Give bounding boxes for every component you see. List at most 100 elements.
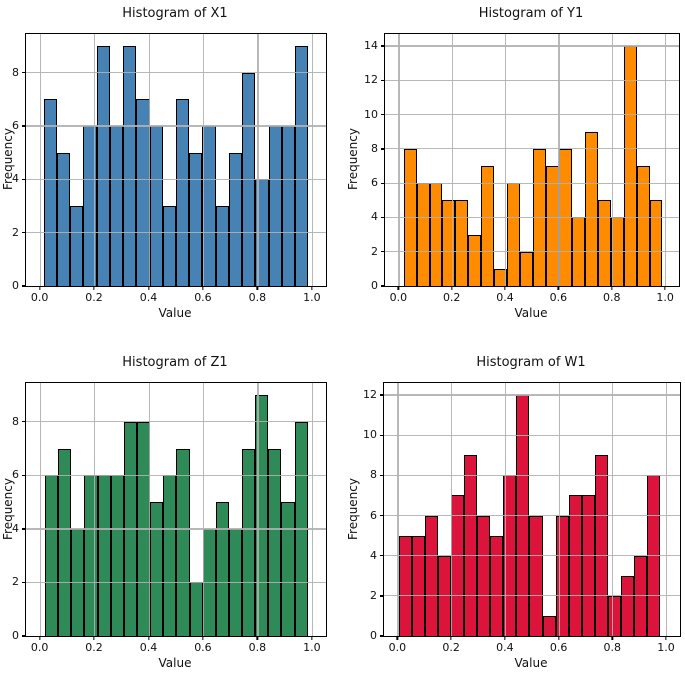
chart-title: Histogram of Y1 (478, 6, 584, 21)
plot-area-x1: 0.0 0.2 0.4 0.6 0.8 1.0 0 2 4 6 8 (12, 33, 327, 304)
x-tick-label: 0.8 (603, 641, 622, 654)
subplot-histogram-z1: Histogram of Z1 Frequency 0.0 0.2 0.4 0.6 0.… (0, 339, 342, 677)
chart-title: Histogram of W1 (476, 355, 586, 370)
x-tick-label: 0.6 (549, 641, 568, 654)
histogram-bar (109, 126, 124, 286)
x-tick-mark (202, 286, 204, 290)
y-tick-mark (22, 421, 26, 423)
histogram-bar (176, 448, 190, 636)
x-tick-label: 0.0 (389, 291, 408, 304)
grid-line-horizontal (384, 595, 680, 597)
grid-line-vertical (39, 34, 41, 286)
grid-line-vertical (558, 383, 560, 636)
y-tick-mark (380, 555, 384, 557)
x-tick-label: 0.8 (248, 291, 267, 304)
grid-line-vertical (612, 383, 614, 636)
histogram-bar (268, 448, 282, 636)
y-tick-label: 0 (12, 629, 19, 642)
histogram-bar (97, 475, 111, 636)
histogram-bar (542, 615, 556, 636)
grid-line-vertical (39, 383, 41, 636)
y-tick-mark (381, 285, 385, 287)
grid-line-vertical (148, 383, 150, 636)
x-tick-label: 0.4 (139, 641, 158, 654)
grid-line-horizontal (26, 421, 326, 423)
grid-line-vertical (257, 34, 259, 286)
y-tick-mark (380, 635, 384, 637)
y-tick-label: 8 (370, 468, 377, 482)
histogram-bar (468, 234, 482, 286)
y-tick-mark (381, 79, 385, 81)
y-tick-label: 0 (12, 279, 19, 292)
y-tick-label: 12 (363, 388, 377, 402)
y-tick-label: 12 (364, 73, 378, 87)
y-tick-label: 2 (12, 575, 19, 589)
histogram-bar (623, 46, 637, 286)
y-tick-mark (381, 45, 385, 47)
y-tick-label: 2 (12, 225, 19, 239)
x-tick-mark (256, 636, 259, 640)
x-tick-mark (611, 286, 613, 290)
y-tick-label: 6 (12, 119, 19, 133)
grid-line-vertical (451, 34, 453, 286)
histogram-bar (398, 535, 412, 636)
histogram-bar (490, 535, 504, 636)
histogram-bar (202, 126, 216, 286)
histogram-bar (494, 268, 508, 286)
grid-line-horizontal (26, 232, 326, 234)
grid-line-vertical (311, 383, 314, 636)
histogram-bar (507, 183, 521, 286)
y-tick-label: 4 (12, 521, 19, 535)
subplot-histogram-x1: Histogram of X1 Frequency 0.0 0.2 0.4 0.6 0.… (0, 0, 342, 338)
histogram-bar (546, 166, 559, 286)
histogram-bar (56, 152, 71, 286)
grid-line-vertical (257, 383, 259, 636)
grid-line-horizontal (26, 125, 326, 127)
x-tick-mark (665, 636, 667, 640)
y-tick-label: 14 (364, 39, 378, 52)
grid-line-horizontal (26, 474, 326, 476)
histogram-bar (520, 251, 534, 286)
histogram-bar (636, 166, 650, 286)
histogram-bar (555, 515, 569, 636)
grid-line-vertical (94, 34, 96, 286)
grid-line-vertical (202, 34, 205, 286)
grid-line-vertical (397, 383, 399, 636)
grid-line-vertical (202, 383, 205, 636)
y-tick-mark (22, 581, 26, 584)
grid-line-horizontal (385, 45, 679, 47)
grid-line-horizontal (26, 581, 326, 584)
x-tick-label: 0.6 (549, 291, 568, 304)
histogram-bar (43, 99, 57, 286)
y-tick-mark (22, 285, 26, 287)
grid-line-vertical (311, 34, 314, 286)
x-tick-mark (504, 286, 506, 290)
y-axis-label-area: Frequency (345, 33, 361, 285)
y-tick-mark (380, 595, 384, 597)
y-tick-mark (22, 474, 26, 477)
y-tick-mark (381, 148, 385, 150)
grid-line-horizontal (385, 182, 679, 184)
histogram-bar (455, 200, 469, 286)
x-tick-label: 0.2 (442, 641, 460, 654)
x-tick-label: 1.0 (656, 291, 674, 304)
x-axis-label: Value (158, 656, 192, 670)
grid-line-vertical (94, 383, 96, 636)
subplot-histogram-w1: Histogram of W1 Frequency 0.0 0.2 0.4 0.6 0.… (343, 339, 685, 677)
subplot-histogram-y1: Histogram of Y1 Frequency 0.0 0.2 0.4 0.6 0.… (343, 0, 685, 338)
x-tick-mark (450, 636, 452, 640)
histogram-bar (607, 595, 621, 636)
x-tick-label: 1.0 (303, 641, 321, 654)
histogram-bar (189, 152, 203, 286)
y-tick-mark (380, 434, 384, 436)
y-tick-mark (381, 182, 385, 184)
x-tick-mark (93, 286, 95, 290)
x-tick-label: 0.2 (442, 291, 461, 304)
histogram-bar (162, 206, 176, 286)
x-tick-label: 0.0 (30, 641, 49, 654)
x-tick-mark (147, 636, 150, 640)
grid-line-horizontal (385, 79, 679, 81)
histogram-bar (110, 475, 124, 636)
x-tick-label: 0.4 (496, 291, 514, 304)
